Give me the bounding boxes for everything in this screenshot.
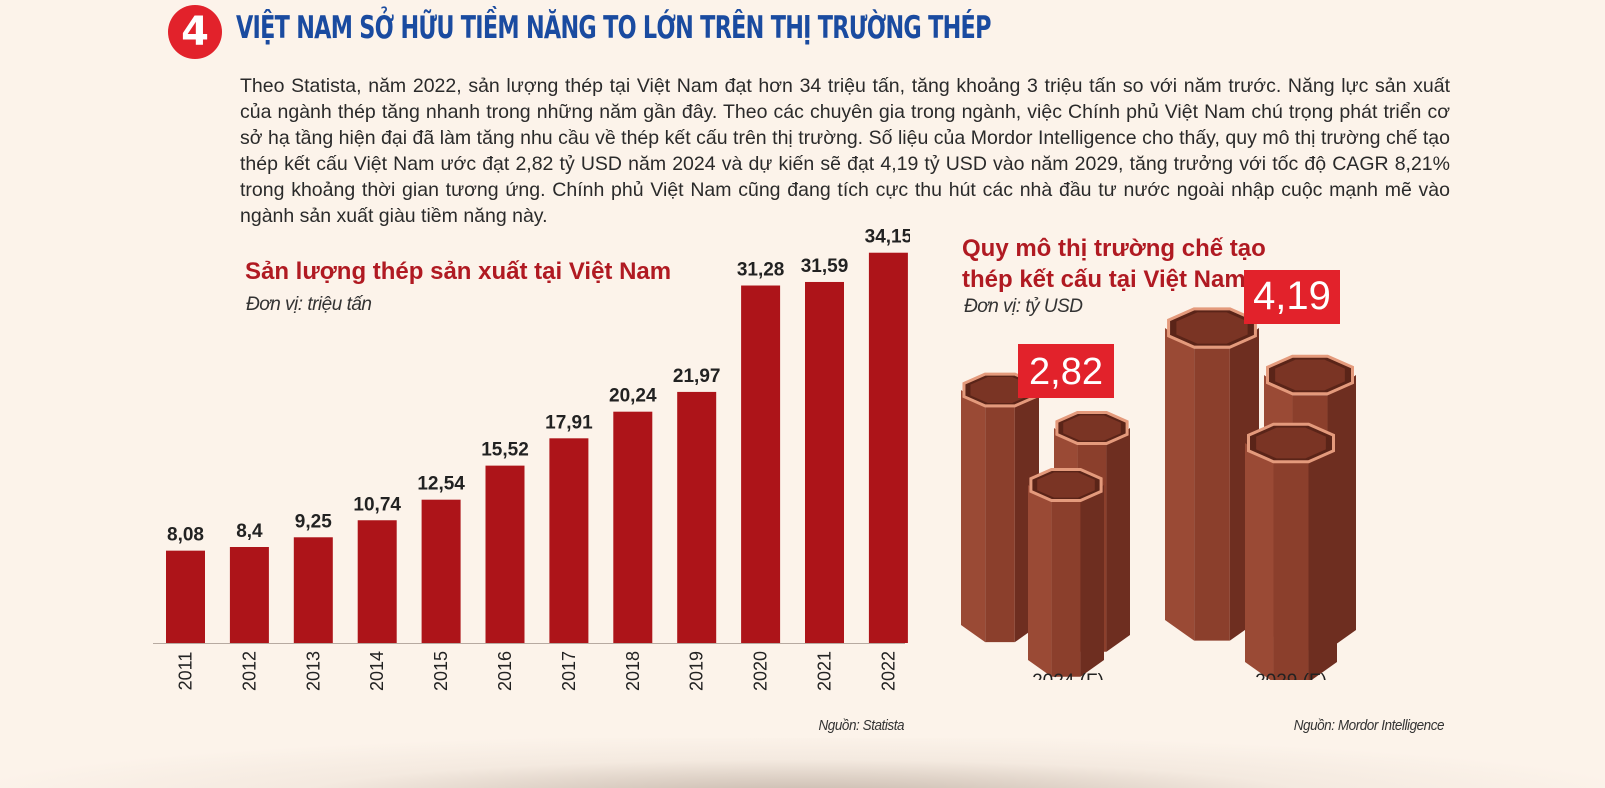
pipe-2029-back — [1165, 307, 1259, 641]
bar-2018 — [613, 411, 653, 643]
pipe-2024-front — [1028, 468, 1104, 677]
x-tick-label: 2014 — [367, 651, 387, 691]
value-badge-2024 (F) — [1018, 344, 1114, 398]
bar-value-label: 8,4 — [236, 521, 263, 542]
bar-value-label: 10,74 — [353, 494, 401, 515]
bar-2014 — [357, 520, 397, 643]
bar-value-label: 12,54 — [417, 474, 465, 495]
x-tick-label: 2019 — [687, 651, 707, 691]
x-tick-label: 2029 (F) — [1255, 671, 1327, 680]
bar-2021 — [805, 281, 844, 643]
x-tick-label: 2016 — [495, 651, 515, 691]
bar-2020 — [741, 285, 781, 643]
bar-2016 — [485, 465, 525, 643]
value-label: 4,19 — [1253, 274, 1331, 318]
bar-2013 — [293, 537, 333, 643]
bar-chart-title: Sản lượng thép sản xuất tại Việt Nam — [245, 258, 672, 285]
section-number-badge: 4 — [168, 5, 222, 59]
x-tick-label: 2012 — [239, 651, 259, 691]
bar-value-label: 21,97 — [673, 366, 721, 387]
hex-chart-source: Nguồn: Mordor Intelligence — [1293, 717, 1445, 734]
bar-2017 — [549, 438, 589, 643]
x-tick-label: 2013 — [303, 651, 323, 691]
x-tick-label: 2024 (F) — [1032, 671, 1104, 680]
bar-value-label: 34,15 — [865, 227, 910, 248]
bar-chart-source: Nguồn: Statista — [818, 717, 904, 734]
bottom-shadow — [0, 738, 1605, 788]
bar-2022 — [868, 252, 908, 643]
section-heading: VIỆT NAM SỞ HỮU TIỀM NĂNG TO LỚN TRÊN TH… — [236, 10, 991, 46]
x-tick-label: 2017 — [559, 651, 579, 691]
x-tick-label: 2018 — [623, 651, 643, 691]
value-badge-2029 (F) — [1244, 270, 1340, 324]
pipe-2029-front — [1245, 422, 1337, 680]
bar-value-label: 9,25 — [295, 511, 332, 532]
bar-2012 — [229, 547, 269, 643]
pipe-2024-back — [961, 372, 1039, 643]
bar-value-label: 31,28 — [737, 260, 785, 281]
bar-value-label: 20,24 — [609, 386, 657, 407]
bar-2019 — [677, 391, 717, 643]
bar-2015 — [421, 499, 461, 643]
value-label: 2,82 — [1029, 351, 1103, 393]
bar-value-label: 8,08 — [167, 525, 204, 546]
x-tick-label: 2011 — [176, 652, 196, 691]
intro-paragraph: Theo Statista, năm 2022, sản lượng thép … — [240, 75, 1450, 227]
bar-chart-unit: Đơn vị: triệu tấn — [246, 294, 372, 315]
steel-production-bar-chart: 8,08 2011 8,4 2012 9,25 2013 10,74 2014 12,54 201… — [153, 227, 910, 691]
x-tick-label: 2022 — [878, 651, 898, 691]
x-tick-label: 2021 — [815, 651, 835, 691]
x-tick-label: 2020 — [751, 651, 771, 691]
bar-2011 — [166, 550, 205, 643]
bar-value-label: 15,52 — [481, 440, 529, 461]
bar-value-label: 17,91 — [545, 412, 593, 433]
x-tick-label: 2015 — [431, 651, 451, 691]
hex-chart-unit: Đơn vị: tỷ USD — [964, 296, 1083, 317]
bar-value-label: 31,59 — [801, 256, 849, 277]
hex-chart-title: Quy mô thị trường chế tạo thép kết cấu t… — [962, 235, 1266, 293]
structural-steel-market-chart: 2,82 4,19 2024 (F) 2029 (F) — [961, 270, 1356, 680]
